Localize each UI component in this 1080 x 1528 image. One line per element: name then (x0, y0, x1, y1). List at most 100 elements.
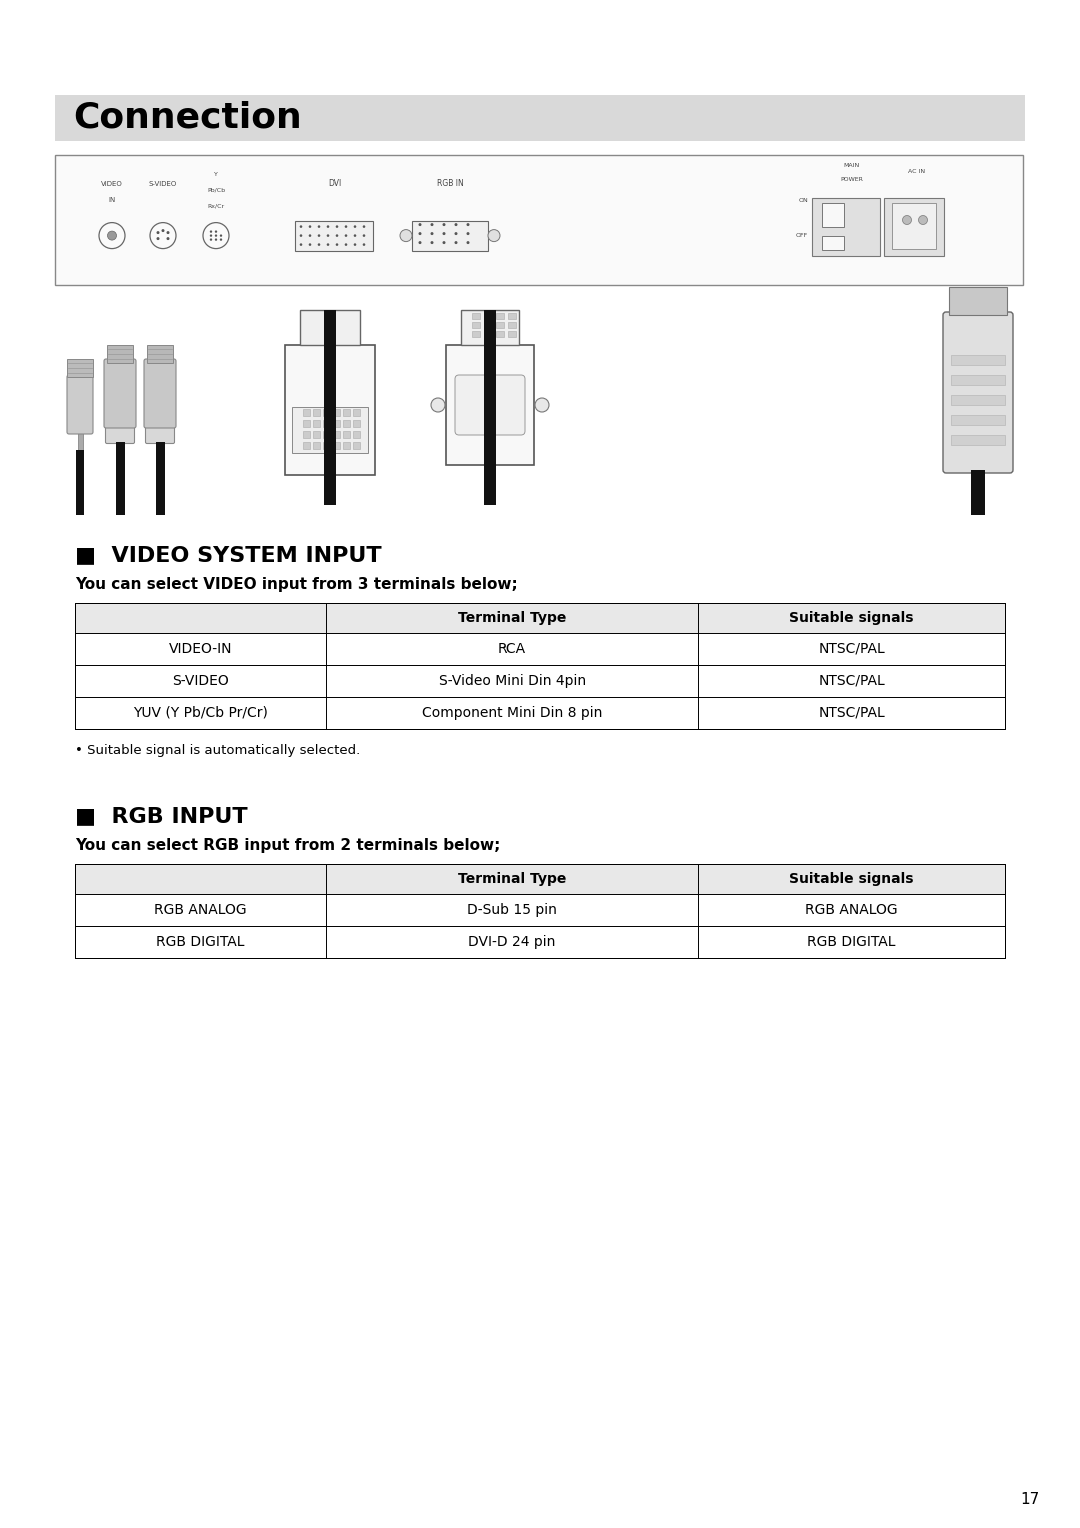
Bar (333, 442, 340, 449)
Bar (484, 332, 492, 338)
Bar (78, 432, 82, 451)
Circle shape (166, 231, 170, 234)
FancyBboxPatch shape (67, 374, 93, 434)
Circle shape (467, 241, 470, 244)
Circle shape (431, 241, 433, 244)
Text: DVI-D 24 pin: DVI-D 24 pin (469, 935, 556, 949)
Circle shape (467, 232, 470, 235)
Bar (75, 604, 1005, 729)
Bar (949, 287, 1007, 315)
Text: NTSC/PAL: NTSC/PAL (819, 706, 885, 720)
Circle shape (363, 225, 365, 228)
Bar (496, 332, 504, 338)
FancyBboxPatch shape (146, 423, 175, 443)
Text: NTSC/PAL: NTSC/PAL (819, 642, 885, 656)
Bar (300, 310, 360, 345)
Circle shape (918, 215, 928, 225)
Circle shape (215, 231, 217, 232)
Circle shape (318, 243, 321, 246)
Text: 17: 17 (1021, 1493, 1040, 1508)
Text: Y: Y (214, 173, 218, 177)
Bar (353, 410, 360, 416)
Bar (323, 410, 330, 416)
Bar (343, 420, 350, 426)
Bar (295, 220, 373, 251)
Circle shape (210, 238, 212, 241)
Bar (303, 442, 310, 449)
Circle shape (535, 397, 549, 413)
Bar (116, 442, 124, 515)
Text: RCA: RCA (498, 642, 526, 656)
Text: Connection: Connection (73, 101, 301, 134)
Circle shape (220, 234, 222, 237)
Circle shape (166, 237, 170, 240)
Bar (323, 420, 330, 426)
Text: S-VIDEO: S-VIDEO (149, 180, 177, 186)
Text: Terminal Type: Terminal Type (458, 872, 566, 886)
Circle shape (345, 225, 348, 228)
Bar (292, 406, 368, 452)
Bar (343, 410, 350, 416)
Bar (446, 345, 534, 465)
Circle shape (419, 223, 421, 226)
Text: YUV (Y Pb/Cb Pr/Cr): YUV (Y Pb/Cb Pr/Cr) (133, 706, 268, 720)
Circle shape (903, 215, 912, 225)
Circle shape (318, 234, 321, 237)
Bar (461, 310, 519, 345)
Text: VIDEO: VIDEO (102, 180, 123, 186)
Bar (147, 345, 173, 364)
Text: RGB ANALOG: RGB ANALOG (154, 903, 247, 917)
Circle shape (354, 225, 356, 228)
FancyBboxPatch shape (106, 423, 135, 443)
Text: RGB DIGITAL: RGB DIGITAL (808, 935, 895, 949)
Bar (343, 442, 350, 449)
Bar (508, 322, 516, 329)
Bar (496, 313, 504, 319)
Circle shape (326, 234, 329, 237)
Circle shape (300, 234, 302, 237)
Bar (892, 203, 936, 249)
Bar (313, 420, 320, 426)
Bar (75, 665, 1005, 697)
Bar (75, 604, 1005, 633)
FancyBboxPatch shape (144, 359, 176, 428)
Text: DVI: DVI (328, 179, 341, 188)
Text: NTSC/PAL: NTSC/PAL (819, 674, 885, 688)
Circle shape (336, 243, 338, 246)
Bar (484, 322, 492, 329)
Text: You can select RGB input from 2 terminals below;: You can select RGB input from 2 terminal… (75, 837, 500, 853)
Circle shape (108, 231, 117, 240)
Text: POWER: POWER (840, 177, 863, 182)
Circle shape (309, 234, 311, 237)
Bar (822, 235, 843, 251)
Bar (353, 431, 360, 439)
Circle shape (431, 223, 433, 226)
Circle shape (336, 234, 338, 237)
Circle shape (220, 238, 222, 241)
Bar (333, 431, 340, 439)
Bar (951, 416, 1005, 425)
Circle shape (400, 229, 411, 241)
Bar (508, 313, 516, 319)
Circle shape (162, 229, 164, 232)
Circle shape (318, 225, 321, 228)
Bar (55, 95, 1025, 141)
Text: AC IN: AC IN (908, 170, 926, 174)
Circle shape (345, 234, 348, 237)
Circle shape (345, 243, 348, 246)
Circle shape (354, 243, 356, 246)
Circle shape (300, 225, 302, 228)
Bar (67, 359, 93, 377)
Bar (951, 354, 1005, 365)
Circle shape (419, 241, 421, 244)
Bar (333, 410, 340, 416)
Circle shape (326, 243, 329, 246)
Bar (107, 345, 133, 364)
Circle shape (336, 225, 338, 228)
Bar (303, 410, 310, 416)
Bar (75, 894, 1005, 926)
Bar (156, 442, 164, 515)
Text: RGB ANALOG: RGB ANALOG (806, 903, 897, 917)
FancyBboxPatch shape (943, 312, 1013, 474)
Circle shape (309, 225, 311, 228)
